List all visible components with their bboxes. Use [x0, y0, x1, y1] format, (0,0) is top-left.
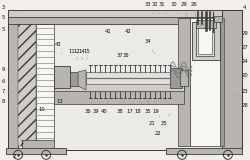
Text: 11: 11 — [69, 49, 75, 60]
Bar — [70, 72, 78, 86]
Bar — [220, 18, 224, 146]
Text: 33: 33 — [145, 3, 154, 14]
Text: 14: 14 — [79, 49, 86, 60]
Text: 3: 3 — [2, 5, 10, 12]
Text: 12: 12 — [74, 49, 80, 60]
Bar — [214, 16, 222, 22]
Text: 38: 38 — [117, 102, 124, 114]
Bar — [196, 24, 214, 56]
Bar — [8, 10, 18, 150]
Text: 28: 28 — [234, 103, 248, 109]
Text: 36: 36 — [123, 53, 129, 64]
Bar — [180, 70, 188, 86]
Text: 27: 27 — [236, 45, 248, 52]
Bar — [178, 18, 190, 146]
Bar — [54, 74, 184, 92]
Text: 32: 32 — [152, 3, 160, 14]
Bar — [222, 10, 242, 150]
Text: 29: 29 — [238, 32, 248, 38]
Bar — [198, 28, 212, 54]
Text: 17: 17 — [126, 102, 134, 114]
Text: 22: 22 — [154, 126, 164, 136]
Bar — [54, 91, 184, 104]
Polygon shape — [78, 70, 86, 90]
Text: 9: 9 — [2, 67, 10, 72]
Text: 6: 6 — [2, 79, 10, 84]
Text: 23: 23 — [234, 89, 248, 96]
Bar — [166, 148, 242, 154]
Text: 34: 34 — [145, 40, 154, 53]
Text: 41: 41 — [105, 24, 112, 34]
Bar — [8, 17, 242, 24]
Text: 35: 35 — [145, 101, 151, 114]
Bar — [170, 68, 182, 88]
Bar — [196, 20, 216, 28]
Bar — [192, 22, 220, 60]
Bar — [36, 24, 54, 142]
Text: 30: 30 — [171, 3, 178, 14]
Text: 25: 25 — [160, 114, 170, 126]
Text: 10: 10 — [39, 102, 48, 112]
Text: 18: 18 — [134, 102, 142, 114]
Text: 26: 26 — [190, 3, 197, 17]
Bar — [6, 148, 66, 154]
Text: 8: 8 — [2, 99, 10, 104]
Text: 42: 42 — [124, 24, 131, 34]
Text: 40: 40 — [101, 102, 108, 114]
Bar — [18, 16, 36, 146]
Text: 5: 5 — [2, 16, 8, 22]
Bar — [86, 72, 170, 84]
Bar — [8, 10, 242, 18]
Text: 43: 43 — [55, 42, 62, 54]
Text: 20: 20 — [236, 73, 248, 80]
Text: 36: 36 — [85, 102, 92, 114]
Bar — [18, 12, 54, 20]
Bar — [8, 10, 242, 150]
Text: 1: 1 — [20, 140, 24, 145]
Text: 31: 31 — [159, 3, 167, 14]
Text: 19: 19 — [152, 101, 159, 114]
Text: 5: 5 — [2, 28, 8, 32]
Text: 4: 4 — [238, 5, 246, 12]
Text: 15: 15 — [84, 49, 90, 60]
Text: 21: 21 — [148, 116, 160, 126]
Text: 29: 29 — [180, 3, 187, 17]
Text: 7: 7 — [2, 89, 10, 94]
Text: 39: 39 — [93, 102, 100, 114]
Bar — [22, 140, 54, 150]
Text: 13: 13 — [57, 95, 66, 104]
Bar — [190, 18, 220, 146]
Bar — [54, 66, 70, 88]
Text: 24: 24 — [236, 59, 248, 66]
Text: 37: 37 — [117, 53, 123, 64]
Text: 2: 2 — [12, 154, 16, 159]
